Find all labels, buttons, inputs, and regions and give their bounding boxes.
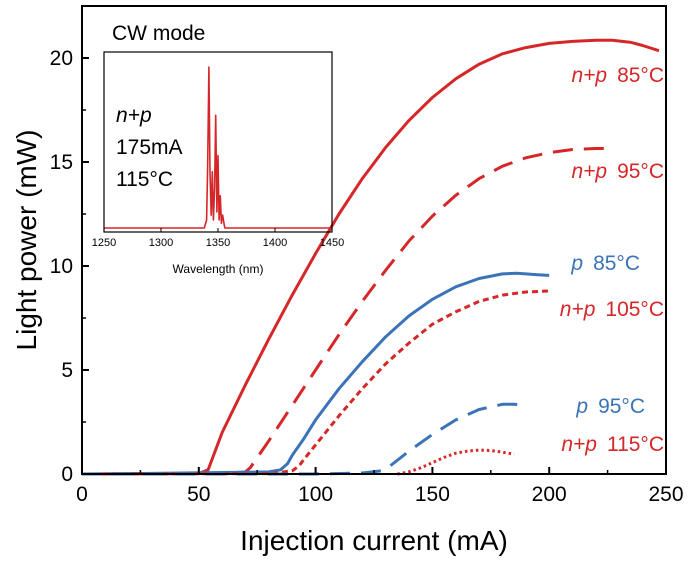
inset-annotation-line-3: 115°C bbox=[116, 168, 173, 191]
series-label-3: n+p 105°C bbox=[560, 298, 664, 321]
series-line-2 bbox=[81, 271, 550, 476]
inset-annotation-line-2: 175mA bbox=[116, 136, 183, 159]
series-label-name: n+p bbox=[571, 160, 607, 183]
main-plot: 0 50 100 150 200 250 0 5 10 15 20 Injection curre… bbox=[11, 5, 684, 556]
inset-series-group bbox=[104, 66, 332, 229]
series-label-temp: 85°C bbox=[617, 64, 664, 87]
x-tick-label-0: 0 bbox=[76, 483, 88, 506]
inset-series-line-0 bbox=[104, 66, 332, 229]
series-labels: n+p 85°Cn+p 95°Cp 85°Cn+p 105°Cp 95°Cn+p 115°C bbox=[560, 64, 664, 456]
inset-x-ticks: 1250 1300 1350 1400 1450 bbox=[92, 228, 344, 249]
series-line-0 bbox=[81, 38, 660, 476]
series-label-2: p 85°C bbox=[570, 252, 640, 275]
series-label-name: p bbox=[575, 395, 588, 418]
series-label-temp: 95°C bbox=[598, 395, 645, 418]
inset-annotation-line-1: n+p bbox=[116, 104, 152, 127]
x-tick-label-4: 200 bbox=[532, 483, 567, 506]
y-tick-label-1: 5 bbox=[61, 359, 73, 382]
y-tick-label-3: 15 bbox=[50, 151, 73, 174]
series-label-temp: 85°C bbox=[593, 252, 640, 275]
y-tick-label-0: 0 bbox=[61, 463, 73, 486]
main-x-ticks: 0 50 100 150 200 250 bbox=[76, 467, 684, 506]
inset-x-axis-title: Wavelength (nm) bbox=[173, 262, 264, 276]
inset-x-tick-label-2: 1350 bbox=[206, 237, 230, 249]
main-y-ticks: 0 5 10 15 20 bbox=[50, 47, 89, 486]
y-tick-label-2: 10 bbox=[50, 255, 73, 278]
series-label-temp: 95°C bbox=[617, 160, 664, 183]
series-label-name: n+p bbox=[560, 298, 596, 321]
inset-x-tick-label-4: 1450 bbox=[320, 237, 344, 249]
cw-mode-annotation: CW mode bbox=[112, 22, 205, 45]
series-line-3 bbox=[81, 289, 550, 476]
series-label-name: n+p bbox=[561, 433, 597, 456]
inset-x-tick-label-1: 1300 bbox=[149, 237, 173, 249]
inset-spectrum: 1250 1300 1350 1400 1450 Wavelength (nm) n+p… bbox=[92, 51, 344, 276]
series-label-5: n+p 115°C bbox=[561, 433, 664, 456]
inset-x-tick-label-0: 1250 bbox=[92, 237, 116, 249]
series-line-4 bbox=[82, 402, 526, 476]
series-label-temp: 105°C bbox=[605, 298, 664, 321]
x-tick-label-5: 250 bbox=[648, 483, 683, 506]
x-tick-label-1: 50 bbox=[187, 483, 210, 506]
x-tick-label-3: 150 bbox=[415, 483, 450, 506]
series-label-0: n+p 85°C bbox=[571, 64, 664, 87]
inset-x-tick-label-3: 1400 bbox=[263, 237, 287, 249]
x-tick-label-2: 100 bbox=[298, 483, 333, 506]
main-series-group bbox=[81, 38, 660, 476]
series-label-temp: 115°C bbox=[607, 433, 664, 456]
series-label-name: n+p bbox=[571, 64, 607, 87]
series-line-5 bbox=[397, 448, 515, 476]
y-axis-title: Light power (mW) bbox=[11, 130, 42, 351]
series-label-4: p 95°C bbox=[575, 395, 645, 418]
series-label-1: n+p 95°C bbox=[571, 160, 664, 183]
series-label-name: p bbox=[570, 252, 583, 275]
y-tick-label-4: 20 bbox=[50, 47, 73, 70]
x-axis-title: Injection current (mA) bbox=[240, 525, 508, 556]
